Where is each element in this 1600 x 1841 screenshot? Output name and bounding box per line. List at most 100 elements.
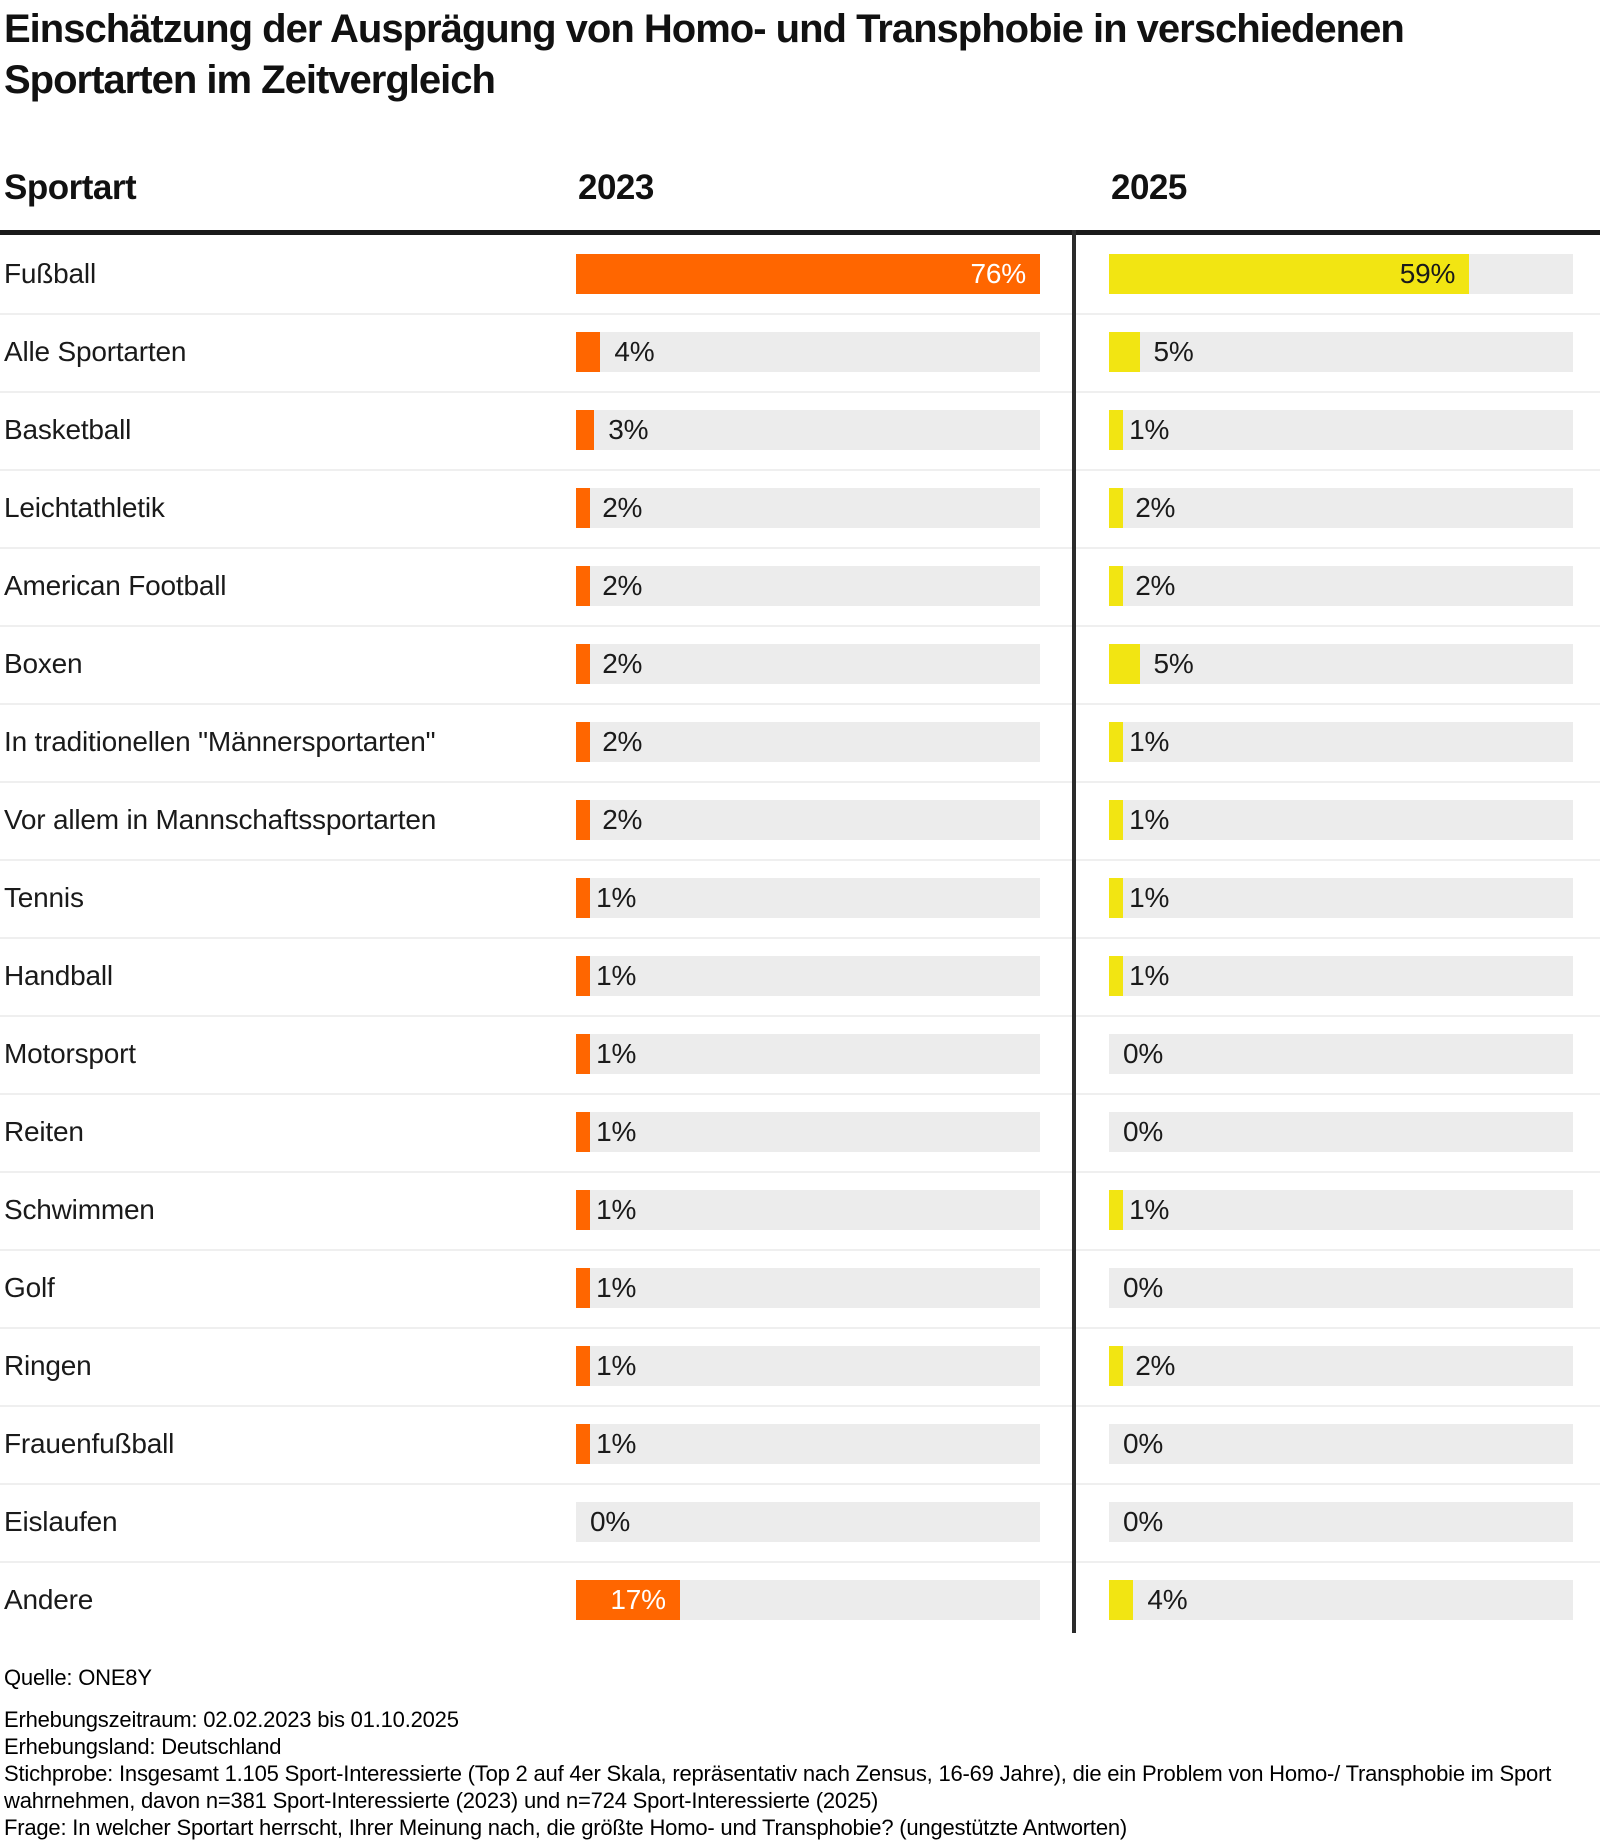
- bar-2025: [1109, 488, 1123, 528]
- header-rule: [0, 230, 1600, 235]
- row-gap: [1040, 1346, 1109, 1405]
- sport-label: Ringen: [4, 1350, 92, 1381]
- bar-2023: [576, 1190, 590, 1230]
- header-gap: [1040, 168, 1109, 208]
- sport-label: Schwimmen: [4, 1194, 155, 1225]
- bar-value-2023: 2%: [602, 804, 643, 835]
- bar-track-2025: 0%: [1109, 1502, 1573, 1542]
- footer-line-period: Erhebungszeitraum: 02.02.2023 bis 01.10.…: [4, 1707, 459, 1732]
- row-gap: [1040, 488, 1109, 547]
- sport-label: Fußball: [4, 258, 96, 289]
- bar-value-2025: 5%: [1153, 648, 1194, 679]
- bar-track-2025: 2%: [1109, 488, 1573, 528]
- bar-track-2023: 2%: [576, 566, 1040, 606]
- bar-value-2025: 2%: [1135, 492, 1176, 523]
- sport-label: Reiten: [4, 1116, 84, 1147]
- bar-value-2023: 1%: [596, 882, 637, 913]
- row-gap: [1040, 956, 1109, 1015]
- row-gap: [1040, 254, 1109, 313]
- table-row: Ringen 1% 2%: [0, 1327, 1600, 1405]
- bar-track-2023: 0%: [576, 1502, 1040, 1542]
- bar-track-2025: 2%: [1109, 566, 1573, 606]
- table-row: Motorsport 1% 0%: [0, 1015, 1600, 1093]
- footer-notes: Quelle: ONE8Y Erhebungszeitraum: 02.02.2…: [4, 1664, 1596, 1841]
- bar-value-2023: 1%: [596, 1038, 637, 1069]
- bar-2025: [1109, 956, 1123, 996]
- column-header-2023: 2023: [578, 168, 654, 207]
- bar-2023: [576, 566, 590, 606]
- bar-2025: 59%: [1109, 254, 1470, 294]
- bar-track-2025: 1%: [1109, 722, 1573, 762]
- bar-track-2023: 2%: [576, 800, 1040, 840]
- bar-track-2025: 1%: [1109, 800, 1573, 840]
- bar-value-2025: 0%: [1123, 1428, 1164, 1459]
- column-header-2025: 2025: [1111, 168, 1187, 207]
- bar-track-2025: 1%: [1109, 410, 1573, 450]
- bar-2025: [1109, 1190, 1123, 1230]
- sport-label: Andere: [4, 1584, 94, 1615]
- bar-value-2025: 1%: [1129, 1194, 1170, 1225]
- sport-label: Motorsport: [4, 1038, 136, 1069]
- bar-value-2025: 0%: [1123, 1116, 1164, 1147]
- sport-label: Leichtathletik: [4, 492, 165, 523]
- bar-value-2025: 5%: [1153, 336, 1194, 367]
- bar-track-2023: 17%: [576, 1580, 1040, 1620]
- bar-value-2023: 1%: [596, 1350, 637, 1381]
- sport-label: Alle Sportarten: [4, 336, 187, 367]
- table-row: Eislaufen 0% 0%: [0, 1483, 1600, 1561]
- bar-value-2025: 1%: [1129, 726, 1170, 757]
- table-row: Fußball 76% 59%: [0, 235, 1600, 313]
- bar-2025: [1109, 332, 1140, 372]
- bar-track-2023: 4%: [576, 332, 1040, 372]
- bar-value-2025: 1%: [1129, 804, 1170, 835]
- row-gap: [1040, 644, 1109, 703]
- page-title: Einschätzung der Ausprägung von Homo- un…: [4, 7, 1405, 102]
- bar-2023: [576, 644, 590, 684]
- bar-value-2025: 59%: [1399, 258, 1456, 289]
- bar-value-2025: 4%: [1147, 1584, 1188, 1615]
- table-row: Frauenfußball 1% 0%: [0, 1405, 1600, 1483]
- table-row: Handball 1% 1%: [0, 937, 1600, 1015]
- bar-2023: [576, 332, 601, 372]
- bar-value-2023: 2%: [602, 726, 643, 757]
- table-row: Vor allem in Mannschaftssportarten 2% 1%: [0, 781, 1600, 859]
- bar-value-2025: 1%: [1129, 414, 1170, 445]
- bar-value-2023: 3%: [608, 414, 649, 445]
- bar-value-2023: 1%: [596, 1194, 637, 1225]
- bar-2025: [1109, 1580, 1134, 1620]
- sport-label: American Football: [4, 570, 227, 601]
- bar-2023: [576, 956, 590, 996]
- bar-track-2023: 2%: [576, 488, 1040, 528]
- row-gap: [1040, 1190, 1109, 1249]
- table-row: Golf 1% 0%: [0, 1249, 1600, 1327]
- bar-2023: [576, 1268, 590, 1308]
- row-gap: [1040, 1424, 1109, 1483]
- sport-label: Eislaufen: [4, 1506, 118, 1537]
- bar-value-2025: 0%: [1123, 1038, 1164, 1069]
- bar-2025: [1109, 800, 1123, 840]
- sport-label: Vor allem in Mannschaftssportarten: [4, 804, 437, 835]
- column-divider-line: [1072, 230, 1076, 1633]
- footer-line-country: Erhebungsland: Deutschland: [4, 1734, 282, 1759]
- bar-2023: [576, 1112, 590, 1152]
- bar-track-2023: 1%: [576, 1190, 1040, 1230]
- bar-2025: [1109, 410, 1123, 450]
- table-row: Tennis 1% 1%: [0, 859, 1600, 937]
- bar-2023: [576, 488, 590, 528]
- sport-label: Golf: [4, 1272, 55, 1303]
- bar-2025: [1109, 722, 1123, 762]
- bar-value-2023: 76%: [970, 258, 1027, 289]
- table-row: Andere 17% 4%: [0, 1561, 1600, 1639]
- row-gap: [1040, 410, 1109, 469]
- table-row: Leichtathletik 2% 2%: [0, 469, 1600, 547]
- sport-label: Handball: [4, 960, 113, 991]
- bar-rows: Fußball 76% 59% Alle Sportarten 4% 5%: [0, 230, 1600, 1639]
- bar-track-2025: 0%: [1109, 1034, 1573, 1074]
- bar-track-2025: 59%: [1109, 254, 1573, 294]
- row-gap: [1040, 332, 1109, 391]
- row-gap: [1040, 1268, 1109, 1327]
- bar-track-2023: 2%: [576, 722, 1040, 762]
- sport-label: Frauenfußball: [4, 1428, 175, 1459]
- bar-2023: [576, 1034, 590, 1074]
